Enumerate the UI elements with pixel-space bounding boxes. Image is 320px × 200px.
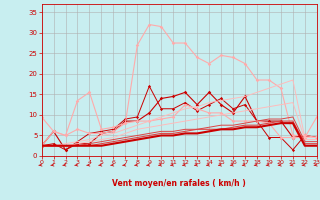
X-axis label: Vent moyen/en rafales ( km/h ): Vent moyen/en rafales ( km/h ) <box>112 179 246 188</box>
